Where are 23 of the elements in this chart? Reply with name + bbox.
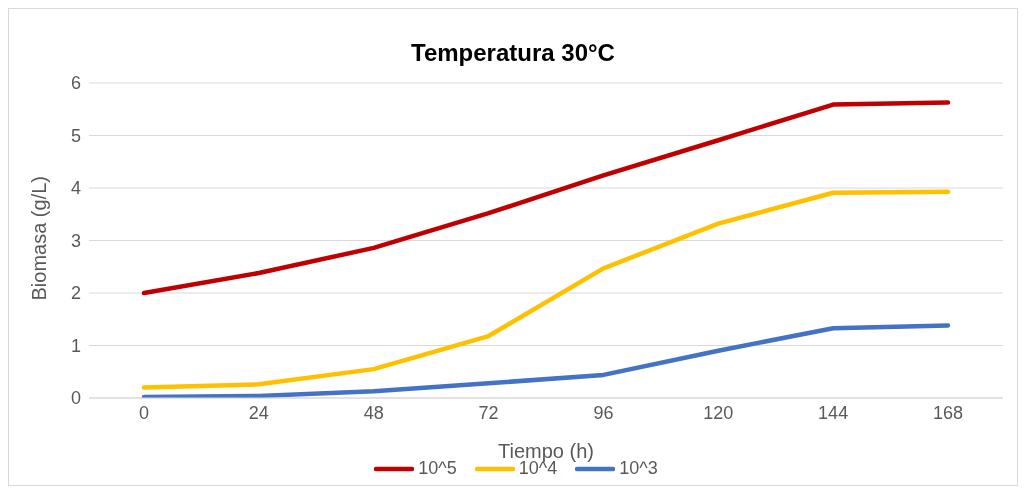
y-tick-label: 1 xyxy=(70,335,81,356)
line-series xyxy=(141,189,951,390)
legend-label: 10^5 xyxy=(418,458,457,479)
chart-title: Temperatura 30°C xyxy=(410,39,616,67)
line-series xyxy=(141,100,951,296)
y-tick-label: 2 xyxy=(70,283,81,304)
x-tick-label: 0 xyxy=(138,402,150,423)
y-tick-label: 3 xyxy=(70,230,81,251)
x-tick-label: 168 xyxy=(932,402,964,423)
x-tick-label: 48 xyxy=(363,402,384,423)
y-tick-label: 4 xyxy=(70,178,81,199)
x-tick-label: 72 xyxy=(478,402,499,423)
y-tick-label: 0 xyxy=(70,388,81,409)
x-tick-label: 96 xyxy=(593,402,614,423)
line-series xyxy=(141,323,951,398)
x-tick-label: 120 xyxy=(703,402,734,423)
legend-label: 10^3 xyxy=(619,458,658,479)
x-tick-label: 144 xyxy=(818,402,849,423)
y-tick-label: 5 xyxy=(70,125,81,146)
y-tick-label: 6 xyxy=(70,73,81,94)
y-axis-title: Biomasa (g/L) xyxy=(28,176,51,301)
x-axis-title: Tiempo (h) xyxy=(498,440,594,462)
x-tick-label: 24 xyxy=(248,402,269,423)
